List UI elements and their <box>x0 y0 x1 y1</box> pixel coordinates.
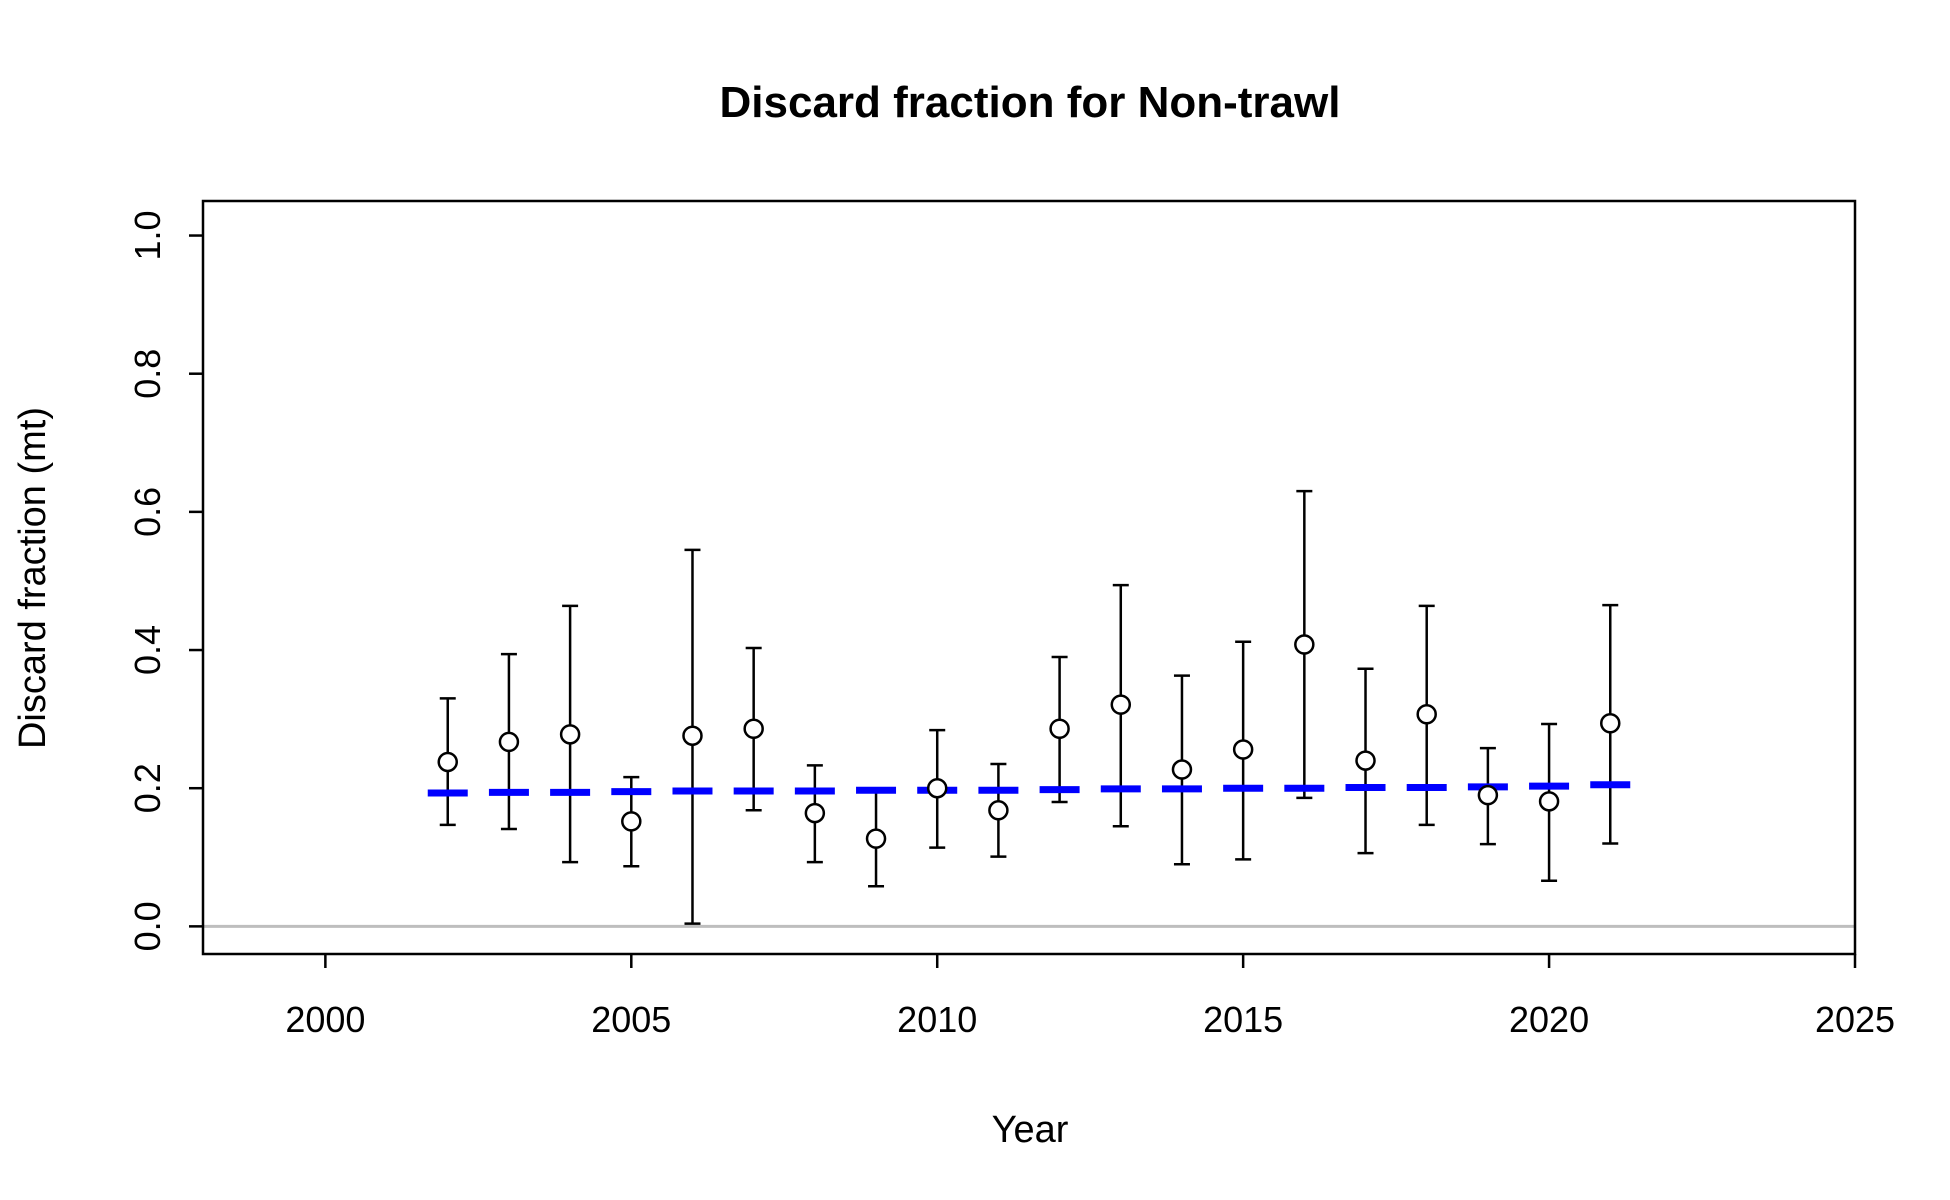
observed-point <box>1600 713 1621 734</box>
y-tick-label: 0.2 <box>127 763 168 813</box>
y-tick-label: 0.4 <box>127 625 168 675</box>
y-tick-label: 1.0 <box>127 211 168 261</box>
observed-point <box>1294 634 1315 655</box>
observed-point <box>1355 750 1376 771</box>
observed-point <box>804 802 826 824</box>
chart-title: Discard fraction for Non-trawl <box>720 78 1341 127</box>
x-axis-label: Year <box>992 1109 1069 1151</box>
observed-point <box>1049 718 1070 740</box>
x-tick-label: 2015 <box>1203 999 1283 1040</box>
y-tick-label: 0.6 <box>127 487 168 537</box>
observed-point <box>1477 784 1499 806</box>
x-tick-label: 2000 <box>285 999 365 1040</box>
observed-series <box>437 634 1621 849</box>
observed-point <box>682 725 703 746</box>
x-tick-label: 2010 <box>897 999 977 1040</box>
y-axis: 0.0 0.2 0.4 0.6 0.8 1.0 <box>127 211 203 951</box>
y-tick-label: 0.0 <box>127 901 168 951</box>
x-axis: 2000 2005 2010 2015 2020 2025 <box>285 954 1895 1040</box>
observed-point <box>621 811 642 832</box>
observed-point <box>1416 704 1437 725</box>
y-tick-label: 0.8 <box>127 349 168 399</box>
observed-point <box>437 751 458 773</box>
observed-point <box>498 731 520 753</box>
observed-point <box>926 777 948 799</box>
error-bars <box>439 489 1619 925</box>
observed-point <box>865 828 887 849</box>
observed-point <box>1538 791 1560 812</box>
observed-point <box>988 800 1009 821</box>
plot-frame <box>201 199 1857 956</box>
x-tick-label: 2020 <box>1509 999 1589 1040</box>
observed-point <box>743 718 764 740</box>
observed-point <box>559 724 581 745</box>
x-tick-label: 2025 <box>1815 999 1895 1040</box>
observed-point <box>1232 739 1254 760</box>
expected-series <box>427 781 1631 797</box>
observed-point <box>1171 759 1193 780</box>
observed-point <box>1110 694 1132 715</box>
y-axis-label: Discard fraction (mt) <box>12 407 54 749</box>
x-tick-label: 2005 <box>591 999 671 1040</box>
